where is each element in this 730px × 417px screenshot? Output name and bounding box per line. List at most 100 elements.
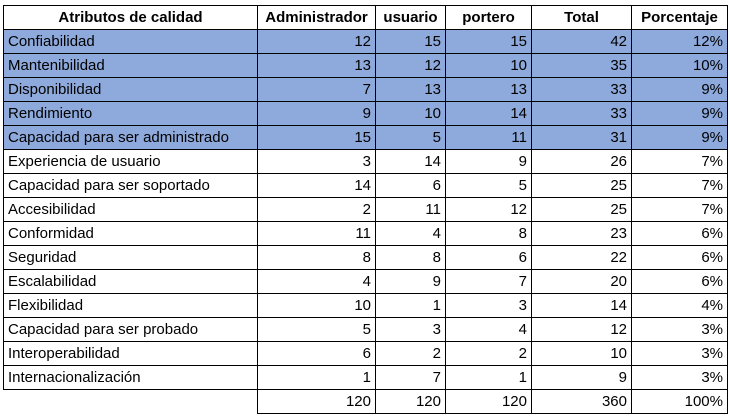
total-cell[interactable]: 42	[531, 29, 632, 54]
portero-cell[interactable]: 8	[445, 221, 532, 246]
attribute-cell[interactable]: Flexibilidad	[3, 293, 258, 318]
portero-cell[interactable]: 7	[445, 269, 532, 294]
portero-cell[interactable]: 5	[445, 173, 532, 198]
percentage-cell[interactable]: 3%	[631, 365, 728, 390]
usuario-cell[interactable]: 2	[375, 341, 446, 366]
header-cell-total[interactable]: Total	[531, 5, 632, 30]
attribute-cell[interactable]: Accesibilidad	[3, 197, 258, 222]
header-cell-attributes[interactable]: Atributos de calidad	[3, 5, 258, 30]
percentage-cell[interactable]: 3%	[631, 341, 728, 366]
percentage-cell[interactable]: 6%	[631, 245, 728, 270]
header-cell-usuario[interactable]: usuario	[375, 5, 446, 30]
percentage-cell[interactable]: 7%	[631, 173, 728, 198]
usuario-cell[interactable]: 10	[375, 101, 446, 126]
header-cell-administrador[interactable]: Administrador	[257, 5, 376, 30]
total-cell[interactable]: 9	[531, 365, 632, 390]
administrador-cell[interactable]: 12	[257, 29, 376, 54]
total-cell[interactable]: 20	[531, 269, 632, 294]
usuario-cell[interactable]: 8	[375, 245, 446, 270]
usuario-cell[interactable]: 7	[375, 365, 446, 390]
portero-cell[interactable]: 10	[445, 53, 532, 78]
portero-cell[interactable]: 12	[445, 197, 532, 222]
portero-cell[interactable]: 13	[445, 77, 532, 102]
percentage-cell[interactable]: 12%	[631, 29, 728, 54]
percentage-cell[interactable]: 4%	[631, 293, 728, 318]
administrador-cell[interactable]: 13	[257, 53, 376, 78]
total-total-cell[interactable]: 360	[531, 389, 632, 414]
total-cell[interactable]: 10	[531, 341, 632, 366]
total-cell[interactable]: 22	[531, 245, 632, 270]
portero-cell[interactable]: 9	[445, 149, 532, 174]
portero-cell[interactable]: 14	[445, 101, 532, 126]
total-cell[interactable]: 25	[531, 173, 632, 198]
attribute-cell[interactable]: Experiencia de usuario	[3, 149, 258, 174]
attribute-cell[interactable]: Capacidad para ser soportado	[3, 173, 258, 198]
usuario-cell[interactable]: 13	[375, 77, 446, 102]
percentage-cell[interactable]: 6%	[631, 221, 728, 246]
usuario-cell[interactable]: 14	[375, 149, 446, 174]
attribute-cell[interactable]: Interoperabilidad	[3, 341, 258, 366]
total-cell[interactable]: 12	[531, 317, 632, 342]
attribute-cell[interactable]: Capacidad para ser probado	[3, 317, 258, 342]
portero-cell[interactable]: 4	[445, 317, 532, 342]
usuario-cell[interactable]: 15	[375, 29, 446, 54]
portero-cell[interactable]: 3	[445, 293, 532, 318]
attribute-cell[interactable]: Internacionalización	[3, 365, 258, 390]
administrador-cell[interactable]: 7	[257, 77, 376, 102]
usuario-cell[interactable]: 3	[375, 317, 446, 342]
portero-cell[interactable]: 1	[445, 365, 532, 390]
total-portero-cell[interactable]: 120	[445, 389, 532, 414]
administrador-cell[interactable]: 5	[257, 317, 376, 342]
portero-cell[interactable]: 11	[445, 125, 532, 150]
attribute-cell[interactable]: Conformidad	[3, 221, 258, 246]
total-cell[interactable]: 31	[531, 125, 632, 150]
percentage-cell[interactable]: 9%	[631, 125, 728, 150]
percentage-cell[interactable]: 7%	[631, 197, 728, 222]
attribute-cell[interactable]: Confiabilidad	[3, 29, 258, 54]
usuario-cell[interactable]: 11	[375, 197, 446, 222]
administrador-cell[interactable]: 6	[257, 341, 376, 366]
percentage-cell[interactable]: 9%	[631, 101, 728, 126]
header-cell-portero[interactable]: portero	[445, 5, 532, 30]
percentage-cell[interactable]: 3%	[631, 317, 728, 342]
attribute-cell[interactable]: Seguridad	[3, 245, 258, 270]
total-cell[interactable]: 26	[531, 149, 632, 174]
total-usuario-cell[interactable]: 120	[375, 389, 446, 414]
total-cell[interactable]: 25	[531, 197, 632, 222]
percentage-cell[interactable]: 7%	[631, 149, 728, 174]
total-cell[interactable]: 14	[531, 293, 632, 318]
administrador-cell[interactable]: 2	[257, 197, 376, 222]
attribute-cell[interactable]: Capacidad para ser administrado	[3, 125, 258, 150]
total-cell[interactable]: 35	[531, 53, 632, 78]
total-administrador-cell[interactable]: 120	[257, 389, 376, 414]
total-percentage-cell[interactable]: 100%	[631, 389, 728, 414]
total-cell[interactable]: 33	[531, 101, 632, 126]
header-cell-porcentaje[interactable]: Porcentaje	[631, 5, 728, 30]
administrador-cell[interactable]: 10	[257, 293, 376, 318]
usuario-cell[interactable]: 4	[375, 221, 446, 246]
attribute-cell[interactable]: Mantenibilidad	[3, 53, 258, 78]
usuario-cell[interactable]: 9	[375, 269, 446, 294]
usuario-cell[interactable]: 1	[375, 293, 446, 318]
attribute-cell[interactable]: Escalabilidad	[3, 269, 258, 294]
percentage-cell[interactable]: 9%	[631, 77, 728, 102]
empty-cell[interactable]	[3, 389, 258, 414]
administrador-cell[interactable]: 14	[257, 173, 376, 198]
administrador-cell[interactable]: 15	[257, 125, 376, 150]
administrador-cell[interactable]: 3	[257, 149, 376, 174]
administrador-cell[interactable]: 8	[257, 245, 376, 270]
administrador-cell[interactable]: 4	[257, 269, 376, 294]
administrador-cell[interactable]: 9	[257, 101, 376, 126]
total-cell[interactable]: 33	[531, 77, 632, 102]
attribute-cell[interactable]: Rendimiento	[3, 101, 258, 126]
percentage-cell[interactable]: 10%	[631, 53, 728, 78]
administrador-cell[interactable]: 11	[257, 221, 376, 246]
portero-cell[interactable]: 2	[445, 341, 532, 366]
percentage-cell[interactable]: 6%	[631, 269, 728, 294]
usuario-cell[interactable]: 5	[375, 125, 446, 150]
attribute-cell[interactable]: Disponibilidad	[3, 77, 258, 102]
usuario-cell[interactable]: 12	[375, 53, 446, 78]
administrador-cell[interactable]: 1	[257, 365, 376, 390]
portero-cell[interactable]: 15	[445, 29, 532, 54]
usuario-cell[interactable]: 6	[375, 173, 446, 198]
